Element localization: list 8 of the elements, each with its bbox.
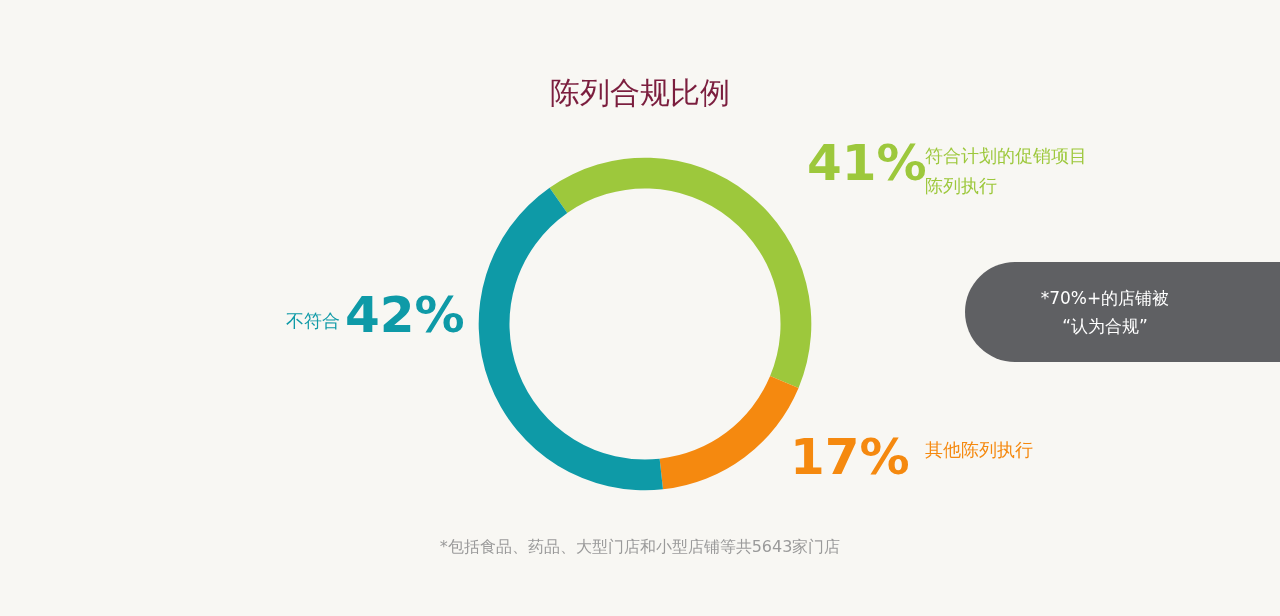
text: *包括食品、药品、大型门店和小型店铺等共5643家门店 — [439, 536, 841, 556]
slice-label: 符合计划的促销项目陈列执行 — [925, 144, 1087, 196]
slice-label: 其他陈列执行 — [925, 438, 1033, 460]
text: *70%+的店铺被“认为合规” — [1040, 288, 1170, 336]
data-label: 42% — [345, 286, 465, 344]
data-label: 17% — [790, 428, 910, 486]
slice-label: 不符合 — [286, 309, 340, 331]
chart-title: 陈列合规比例 — [550, 74, 730, 110]
